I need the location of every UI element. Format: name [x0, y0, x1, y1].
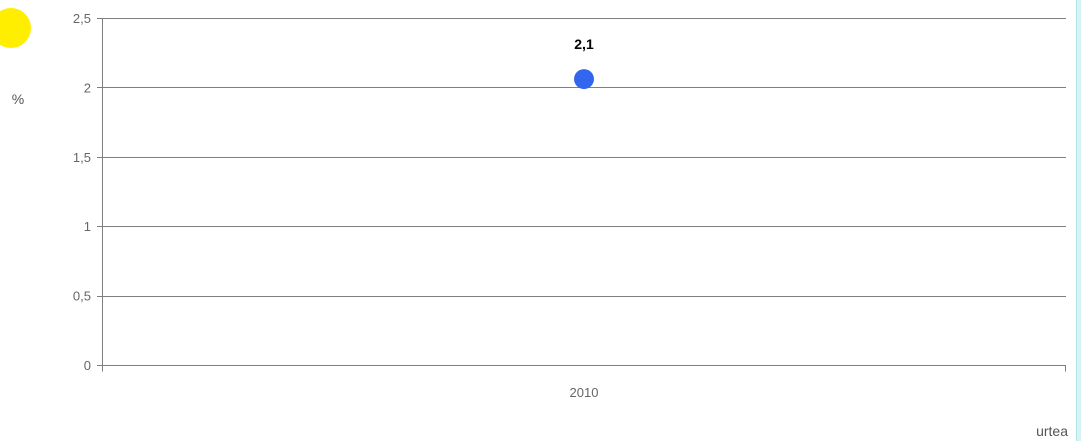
- y-tick-label-5: 2,5: [73, 11, 91, 26]
- y-tick-label-0: 0: [84, 358, 91, 373]
- y-tick-label-4: 2: [84, 80, 91, 95]
- y-tick-label-2: 1: [84, 219, 91, 234]
- window-edge-strip: [1076, 0, 1081, 441]
- y-tick-label-3: 1,5: [73, 150, 91, 165]
- x-tick-label-0: 2010: [570, 385, 599, 400]
- data-point-0-0: [574, 69, 594, 90]
- yellow-circle-badge: [0, 8, 31, 48]
- y-axis-title: %: [12, 91, 24, 107]
- y-tick-label-1: 0,5: [73, 289, 91, 304]
- data-label-0-0: 2,1: [574, 36, 594, 52]
- x-axis-title: urtea: [1036, 423, 1068, 439]
